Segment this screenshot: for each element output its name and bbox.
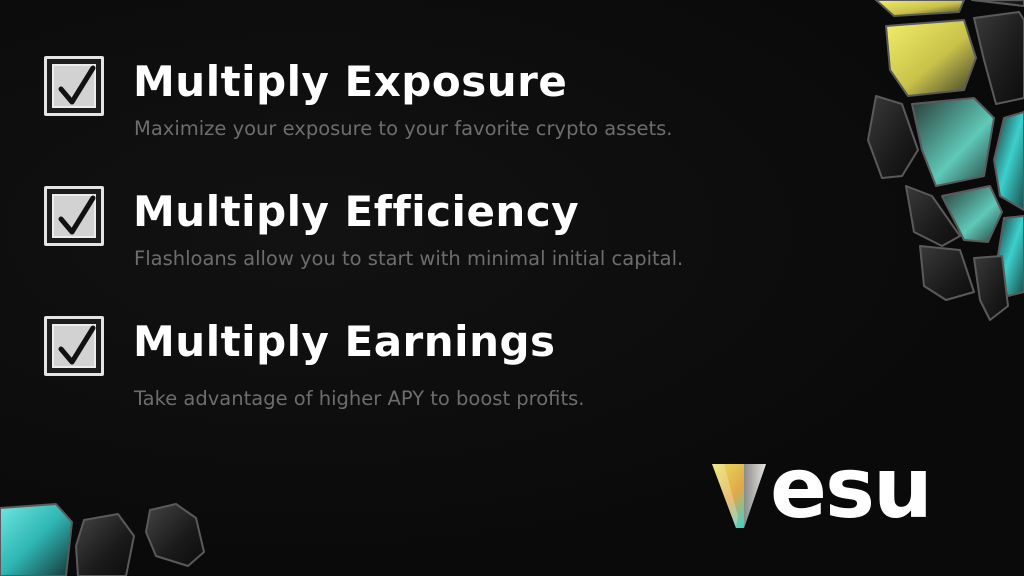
checked-box-icon xyxy=(44,56,104,116)
feature-description: Flashloans allow you to start with minim… xyxy=(134,247,684,270)
v-prism-icon xyxy=(712,464,766,528)
feature-title: Multiply Earnings xyxy=(133,317,556,366)
glass-cells-decoration-top-right xyxy=(867,0,1024,321)
feature-description: Maximize your exposure to your favorite … xyxy=(134,117,673,140)
feature-title: Multiply Exposure xyxy=(133,57,568,106)
brand-logo: esu xyxy=(708,442,978,534)
feature-description: Take advantage of higher APY to boost pr… xyxy=(134,387,585,410)
checked-box-icon xyxy=(44,186,104,246)
glass-cells-decoration-bottom-left xyxy=(0,503,205,576)
checked-box-icon xyxy=(44,316,104,376)
brand-wordmark: esu xyxy=(770,439,933,537)
feature-title: Multiply Efficiency xyxy=(133,187,580,236)
